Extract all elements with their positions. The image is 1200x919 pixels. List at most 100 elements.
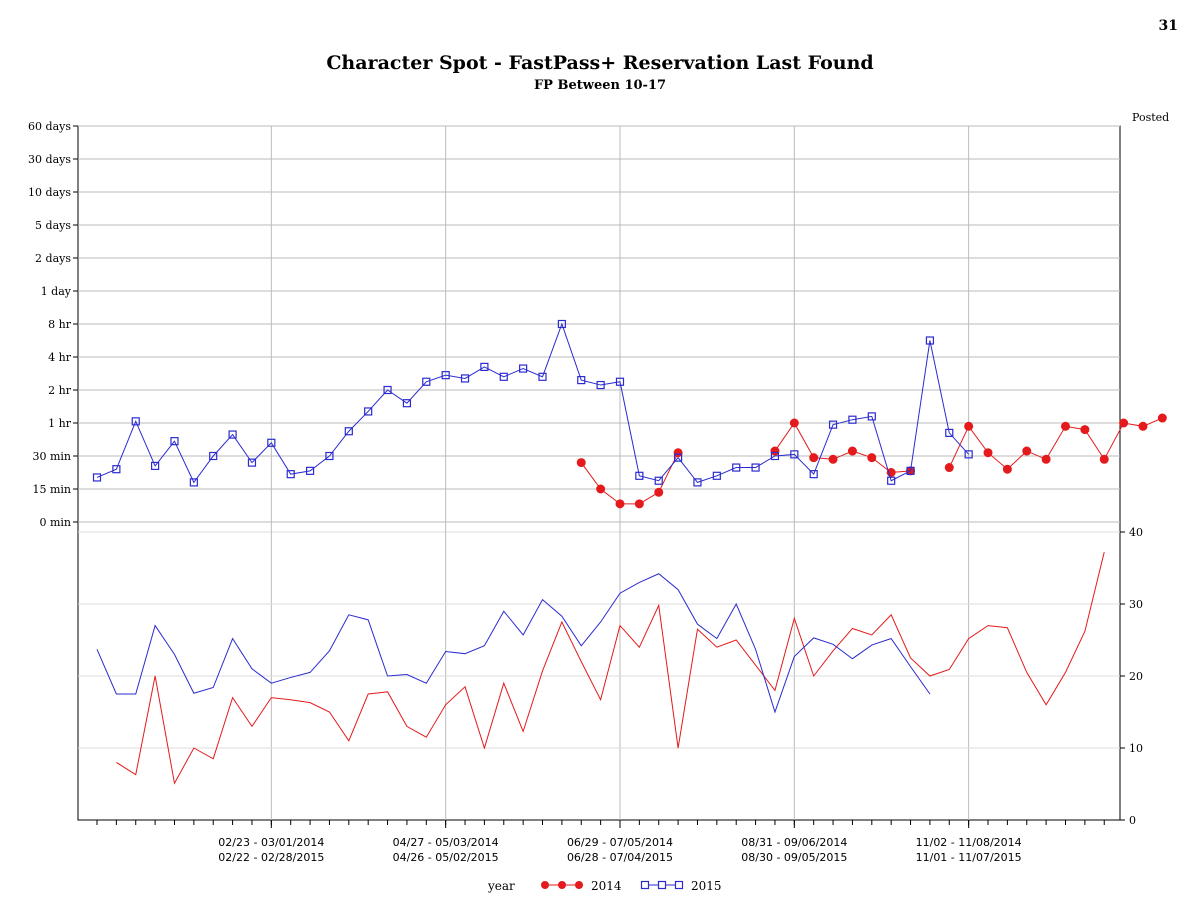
point-2014 (983, 448, 993, 458)
last-found-line-2015 (96, 322, 970, 484)
last-found-line-2014 (948, 417, 1163, 470)
last-found-line-2014 (774, 422, 911, 474)
point-2015 (402, 399, 412, 408)
point-2015 (286, 470, 295, 479)
bottom-y-tick-label: 40 (1129, 526, 1143, 539)
point-2015 (92, 473, 102, 482)
point-2015 (732, 463, 741, 472)
point-2015 (364, 407, 373, 416)
point-2015 (247, 458, 257, 467)
chart-subtitle: FP Between 10-17 (533, 78, 667, 93)
point-2015 (673, 453, 683, 462)
legend-marker-2014 (575, 881, 583, 889)
legend-marker-2015 (640, 880, 650, 890)
point-2014 (1080, 425, 1090, 435)
point-2014 (809, 453, 819, 463)
point-2015 (538, 372, 547, 381)
x-tick-label-2014: 02/23 - 03/01/2014 (218, 836, 324, 849)
point-2015 (267, 438, 276, 447)
point-2015 (596, 380, 605, 390)
point-2015 (441, 371, 450, 380)
bottom-y-tick-label: 0 (1129, 814, 1136, 827)
top-y-tick-label: 30 min (32, 450, 71, 463)
point-2014 (1002, 464, 1012, 474)
point-2014 (1022, 446, 1032, 456)
point-2014 (944, 463, 954, 473)
point-2014 (828, 454, 838, 464)
point-2014 (789, 418, 799, 428)
point-2015 (887, 476, 896, 485)
point-2014 (770, 446, 780, 456)
point-2015 (151, 461, 160, 470)
point-2015 (189, 478, 198, 487)
x-tick-label-2014: 08/31 - 09/06/2014 (741, 836, 847, 849)
top-y-tick-label: 1 day (41, 285, 72, 298)
legend-title: year (487, 879, 515, 893)
point-2014 (1061, 421, 1070, 431)
point-2015 (499, 372, 508, 381)
top-y-tick-label: 8 hr (48, 318, 72, 331)
posted-line-2015 (96, 573, 931, 714)
x-tick-label-2014: 06/29 - 07/05/2014 (567, 836, 673, 849)
bottom-y-tick-label: 20 (1129, 670, 1143, 683)
x-tick-label-2014: 11/02 - 11/08/2014 (916, 836, 1022, 849)
point-2015 (480, 362, 489, 371)
plot-frame (77, 125, 1121, 821)
point-2014 (964, 421, 974, 431)
top-y-tick-label: 60 days (28, 120, 71, 133)
legend-marker-2015 (657, 880, 667, 890)
top-y-tick-label: 0 min (39, 516, 71, 529)
point-2014 (1119, 418, 1129, 428)
point-2015 (344, 427, 353, 436)
top-y-tick-label: 5 days (35, 219, 71, 232)
point-2015 (654, 476, 663, 485)
point-2015 (305, 466, 315, 475)
point-2015 (131, 417, 140, 426)
chart-title: Character Spot - FastPass+ Reservation L… (326, 52, 874, 74)
point-2015 (615, 377, 625, 386)
legend-label-2015: 2015 (691, 879, 722, 893)
x-tick-label-2015: 06/28 - 07/04/2015 (567, 851, 673, 864)
top-y-tick-label: 30 days (28, 153, 71, 166)
point-2014 (673, 448, 683, 458)
point-2015 (906, 466, 915, 475)
point-2015 (635, 471, 644, 480)
point-2015 (228, 430, 237, 439)
point-2015 (790, 450, 799, 459)
top-y-tick-label: 4 hr (48, 351, 72, 364)
point-2014 (596, 484, 606, 494)
point-2015 (712, 471, 721, 480)
point-2015 (867, 412, 876, 421)
point-2015 (925, 336, 935, 345)
x-tick-label-2015: 02/22 - 02/28/2015 (218, 851, 324, 864)
point-2015 (945, 428, 954, 437)
point-2014 (1157, 413, 1167, 423)
posted-line-2014 (116, 552, 1105, 785)
point-2014 (1099, 454, 1109, 464)
x-tick-label-2015: 08/30 - 09/05/2015 (741, 851, 847, 864)
top-y-tick-label: 15 min (32, 483, 71, 496)
x-tick-label-2015: 04/26 - 05/02/2015 (393, 851, 499, 864)
legend-marker-2014 (558, 881, 566, 889)
point-2015 (422, 377, 431, 386)
point-2014 (1138, 421, 1148, 431)
bottom-y-tick-label: 30 (1129, 598, 1143, 611)
point-2014 (1041, 454, 1051, 464)
point-2015 (383, 385, 392, 395)
point-2015 (751, 463, 760, 472)
point-2015 (209, 451, 218, 461)
point-2015 (809, 470, 818, 479)
point-2015 (170, 437, 179, 446)
top-y-tick-label: 2 hr (48, 384, 72, 397)
top-y-tick-label: 10 days (28, 186, 71, 199)
point-2015 (964, 450, 973, 459)
point-2014 (576, 458, 586, 468)
legend-marker-2015 (674, 880, 684, 890)
right-axis-label: Posted (1132, 111, 1169, 124)
page-number: 31 (1158, 18, 1178, 34)
point-2015 (848, 415, 857, 424)
last-found-line-2014 (580, 452, 679, 505)
x-tick-label-2015: 11/01 - 11/07/2015 (916, 851, 1022, 864)
bottom-y-tick-label: 10 (1129, 742, 1143, 755)
